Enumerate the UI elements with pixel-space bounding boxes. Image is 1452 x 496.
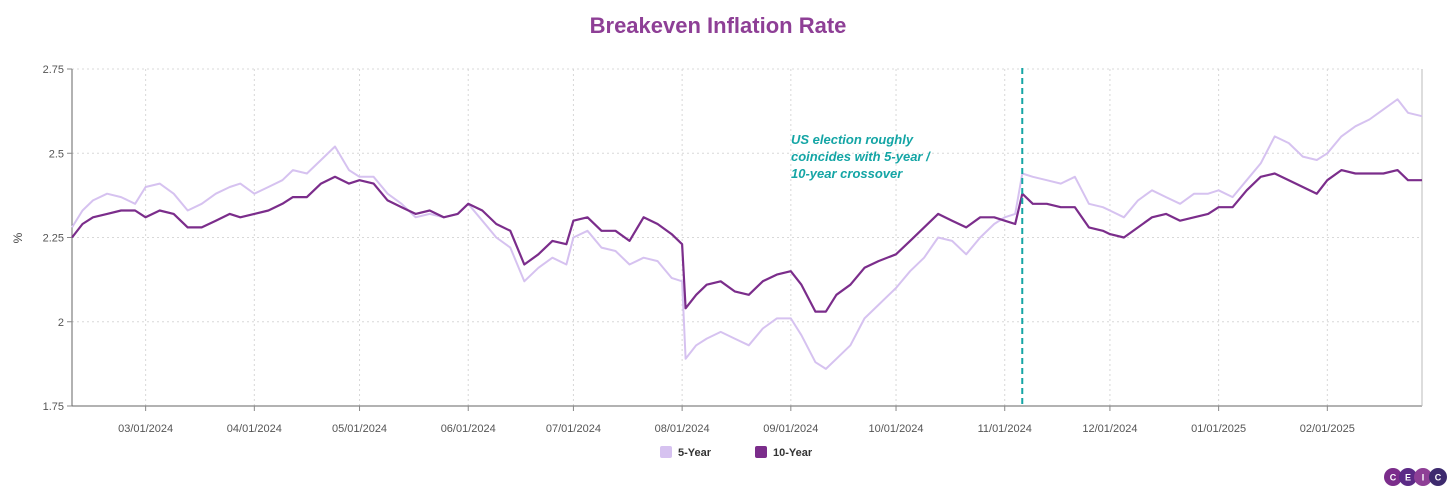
legend-label[interactable]: 5-Year (678, 447, 712, 459)
annotation-line: coincides with 5-year / (791, 149, 931, 164)
x-tick-label: 03/01/2024 (118, 423, 173, 435)
logo-circle (1429, 468, 1447, 486)
x-tick-label: 09/01/2024 (763, 423, 818, 435)
x-tick-label: 12/01/2024 (1082, 423, 1137, 435)
logo-circle (1384, 468, 1402, 486)
series-line-10-year (71, 169, 1422, 313)
logo-letter: I (1422, 473, 1425, 483)
x-tick-label: 01/01/2025 (1191, 423, 1246, 435)
logo-letter: C (1435, 473, 1442, 483)
y-axis-ticks: 1.75 2 2.25 2.5 2.75 (43, 64, 72, 413)
series-lines (71, 98, 1423, 370)
x-tick-label: 05/01/2024 (332, 423, 387, 435)
y-tick-label: 1.75 (43, 401, 64, 413)
grid (72, 68, 1422, 407)
legend-swatch (755, 446, 767, 458)
x-tick-label: 04/01/2024 (227, 423, 282, 435)
x-tick-label: 11/01/2024 (978, 423, 1032, 435)
x-tick-label: 02/01/2025 (1300, 423, 1355, 435)
annotation-line: US election roughly (791, 132, 914, 147)
logo-letter: C (1390, 473, 1397, 483)
chart-title: Breakeven Inflation Rate (590, 13, 847, 38)
x-axis-ticks: 03/01/2024 04/01/2024 05/01/2024 06/01/2024… (118, 406, 1355, 435)
legend[interactable]: 5-Year 10-Year (660, 446, 813, 459)
annotation: US election roughly coincides with 5-year… (791, 132, 931, 181)
series-line-5-year (71, 98, 1423, 370)
y-tick-label: 2.5 (49, 148, 64, 160)
logo-circle (1414, 468, 1432, 486)
annotation-line: 10-year crossover (791, 166, 903, 181)
y-tick-label: 2.75 (43, 64, 64, 76)
legend-label[interactable]: 10-Year (773, 447, 813, 459)
x-tick-label: 10/01/2024 (868, 423, 923, 435)
x-tick-label: 06/01/2024 (441, 423, 496, 435)
legend-swatch (660, 446, 672, 458)
x-tick-label: 08/01/2024 (655, 423, 710, 435)
y-tick-label: 2 (58, 317, 64, 329)
logo-letter: E (1405, 473, 1411, 483)
logo-circle (1399, 468, 1417, 486)
y-axis-label: % (11, 232, 25, 243)
y-tick-label: 2.25 (43, 233, 64, 245)
x-tick-label: 07/01/2024 (546, 423, 601, 435)
